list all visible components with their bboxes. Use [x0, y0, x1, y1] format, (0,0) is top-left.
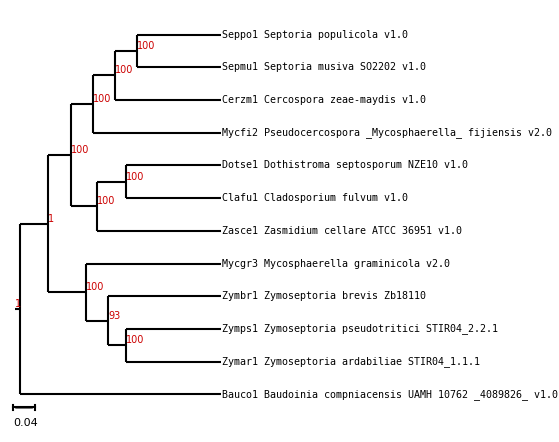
Text: 0.04: 0.04 [13, 418, 38, 428]
Text: Clafu1 Cladosporium fulvum v1.0: Clafu1 Cladosporium fulvum v1.0 [222, 193, 408, 203]
Text: 100: 100 [137, 41, 155, 51]
Text: Zymar1 Zymoseptoria ardabiliae STIR04_1.1.1: Zymar1 Zymoseptoria ardabiliae STIR04_1.… [222, 356, 480, 367]
Text: Dotse1 Dothistroma septosporum NZE10 v1.0: Dotse1 Dothistroma septosporum NZE10 v1.… [222, 160, 468, 171]
Text: Zymps1 Zymoseptoria pseudotritici STIR04_2.2.1: Zymps1 Zymoseptoria pseudotritici STIR04… [222, 324, 498, 335]
Text: Seppo1 Septoria populicola v1.0: Seppo1 Septoria populicola v1.0 [222, 30, 408, 39]
Text: 100: 100 [126, 172, 144, 182]
Text: Mycfi2 Pseudocercospora _Mycosphaerella_ fijiensis v2.0: Mycfi2 Pseudocercospora _Mycosphaerella_… [222, 127, 552, 138]
Text: Zymbr1 Zymoseptoria brevis Zb18110: Zymbr1 Zymoseptoria brevis Zb18110 [222, 291, 426, 301]
Text: Bauco1 Baudoinia compniacensis UAMH 10762 _4089826_ v1.0: Bauco1 Baudoinia compniacensis UAMH 1076… [222, 389, 558, 400]
Text: 100: 100 [97, 196, 115, 206]
Text: 100: 100 [70, 145, 89, 155]
Text: Zasce1 Zasmidium cellare ATCC 36951 v1.0: Zasce1 Zasmidium cellare ATCC 36951 v1.0 [222, 226, 462, 236]
Text: 100: 100 [115, 65, 133, 76]
Text: 93: 93 [108, 311, 120, 321]
Text: 100: 100 [86, 282, 105, 292]
Text: 1: 1 [49, 213, 55, 224]
Text: 100: 100 [126, 335, 144, 345]
Text: 100: 100 [93, 94, 111, 104]
Text: 1: 1 [15, 299, 21, 309]
Text: Cerzm1 Cercospora zeae-maydis v1.0: Cerzm1 Cercospora zeae-maydis v1.0 [222, 95, 426, 105]
Text: Sepmu1 Septoria musiva SO2202 v1.0: Sepmu1 Septoria musiva SO2202 v1.0 [222, 62, 426, 72]
Text: Mycgr3 Mycosphaerella graminicola v2.0: Mycgr3 Mycosphaerella graminicola v2.0 [222, 259, 450, 269]
